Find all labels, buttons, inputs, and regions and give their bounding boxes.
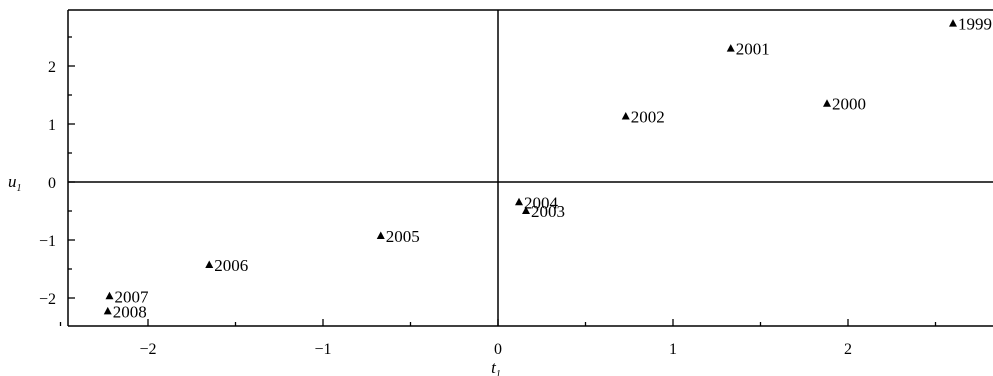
triangle-marker [205,260,214,268]
point-label: 2001 [736,40,770,59]
x-axis-ticks: −2 −1 0 1 2 [59,319,937,358]
triangle-marker [621,111,630,120]
plot-frame [67,9,993,327]
point-label: 2008 [113,302,147,321]
data-point: 2008 [103,302,147,321]
y-axis-title-subscript: 1 [17,183,22,194]
x-axis-title: t1 [491,358,501,376]
x-tick-label: −2 [139,341,156,358]
y-axis-title: u1 [8,172,22,194]
point-label: 2007 [115,287,150,306]
y-tick-label: 0 [48,175,56,192]
point-label: 2002 [631,107,665,126]
triangle-marker [823,99,831,107]
x-tick-label: 2 [844,341,852,358]
point-label: 1999 [958,15,992,34]
zero-lines [68,10,993,326]
data-point: 2006 [205,256,248,275]
data-point: 2007 [105,287,150,306]
point-label: 2000 [832,95,866,114]
triangle-marker [105,291,114,300]
triangle-marker [522,206,530,214]
y-axis-title-main: u [8,172,17,191]
x-tick-label: −1 [314,341,331,358]
y-tick-label: 1 [48,117,56,134]
y-axis-ticks: −2 −1 0 1 2 [39,36,75,308]
triangle-marker [726,44,735,52]
triangle-marker [103,306,112,315]
data-point: 2004 [515,193,559,212]
data-point: 2003 [522,202,565,221]
point-label: 2004 [524,193,559,212]
data-point: 2000 [823,95,866,114]
point-label: 2006 [214,256,248,275]
x-axis-title-main: t [491,358,497,376]
x-axis-title-subscript: 1 [496,369,501,376]
data-point: 2005 [376,227,420,246]
triangle-marker [376,231,385,239]
point-label: 2005 [386,227,420,246]
data-point: 2002 [621,107,665,126]
x-tick-label: 1 [669,341,677,358]
y-tick-label: −2 [39,291,56,308]
x-tick-label: 0 [494,341,502,358]
y-tick-label: −1 [39,233,56,250]
data-point: 2001 [726,40,770,59]
point-label: 2003 [531,202,565,221]
data-point: 1999 [949,15,992,34]
y-tick-label: 2 [48,59,56,76]
triangle-marker [949,19,957,27]
triangle-marker [515,197,523,206]
